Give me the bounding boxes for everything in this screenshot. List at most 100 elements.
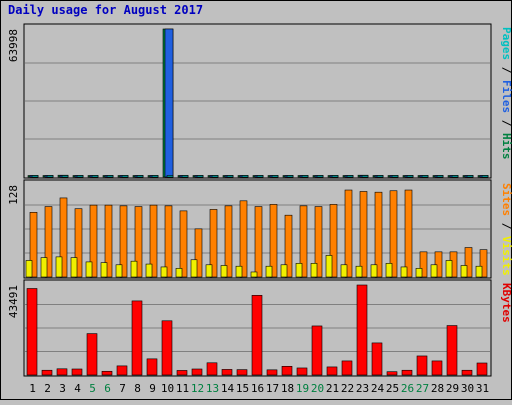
x-tick-label: 15 [236,382,249,395]
bar-kbytes [56,368,68,376]
bar-kbytes [311,325,323,376]
bar-visits [239,200,248,278]
bar-sites [175,268,183,278]
x-tick-label: 31 [476,382,489,395]
bar-visits [224,205,233,278]
bar-sites [295,263,303,278]
x-tick-label: 25 [386,382,399,395]
bar-pages [31,175,39,178]
x-tick-label: 27 [416,382,429,395]
bar-visits [74,208,83,278]
bar-pages [256,175,264,178]
bar-kbytes [41,369,53,376]
bar-visits [59,197,68,278]
bar-visits [299,205,308,278]
bar-kbytes [341,360,353,376]
x-tick-label: 11 [176,382,189,395]
bar-kbytes [191,368,203,376]
bar-visits [134,206,143,278]
bar-kbytes [326,366,338,376]
bar-pages [331,175,339,178]
x-tick-label: 12 [191,382,204,395]
bar-kbytes [71,368,83,376]
bar-sites [70,257,78,278]
bar-sites [385,263,393,278]
bar-pages [406,175,414,178]
bar-pages [106,175,114,178]
bar-kbytes [476,362,488,376]
x-tick-label: 13 [206,382,219,395]
bar-sites [55,256,63,278]
bar-kbytes [221,369,233,376]
bar-kbytes [176,370,188,376]
legend-entry: Visits [500,236,512,276]
legend-entry: / [500,60,512,80]
x-tick-label: 9 [149,382,156,395]
bar-pages [76,175,84,178]
legend-entry: / [500,113,512,133]
bar-visits [194,228,203,278]
bar-kbytes [26,288,38,376]
bar-visits [404,189,413,278]
bar-kbytes [86,333,98,376]
bar-sites [310,263,318,278]
x-tick-label: 10 [161,382,174,395]
bar-visits [464,247,473,278]
series-legend: Sites / Visits [500,183,512,276]
bar-sites [445,260,453,278]
bar-sites [325,255,333,278]
bar-sites [25,260,33,278]
legend-entry: Files [500,80,512,113]
bar-visits [344,189,353,278]
bar-visits [434,251,443,278]
bar-pages [391,175,399,178]
y-max-label: 63998 [7,29,20,62]
bar-pages [346,175,354,178]
bar-pages [151,175,159,178]
bar-pages [196,175,204,178]
bar-visits [314,206,323,278]
bar-kbytes [206,362,218,376]
bar-sites [190,259,198,278]
series-legend: KBytes [500,283,512,323]
bar-sites [235,265,243,278]
bar-kbytes [161,320,173,376]
bar-visits [119,205,128,278]
bar-sites [355,265,363,278]
bar-pages [481,175,489,178]
bar-visits [179,210,188,278]
x-tick-label: 21 [326,382,339,395]
bar-pages [436,175,444,178]
bar-kbytes [236,369,248,376]
bar-pages [301,175,309,178]
bar-visits [164,205,173,278]
bar-sites [130,260,138,278]
x-tick-label: 26 [401,382,414,395]
bar-sites [400,266,408,278]
bar-sites [100,262,108,278]
bar-kbytes [461,369,473,376]
bar-visits [479,249,488,278]
bar-visits [269,204,278,278]
bar-pages [211,175,219,178]
bar-kbytes [251,295,263,376]
bar-pages [286,175,294,178]
bar-kbytes [131,300,143,376]
bar-sites [430,264,438,278]
x-tick-label: 29 [446,382,459,395]
bar-pages [376,175,384,178]
bar-kbytes [356,284,368,376]
bar-pages [421,175,429,178]
x-tick-label: 7 [119,382,126,395]
legend-entry: Hits [500,133,512,160]
bar-pages [136,175,144,178]
bar-pages [46,175,54,178]
bar-sites [220,265,228,278]
bar-visits [329,204,338,278]
bar-kbytes [101,370,113,376]
bar-pages [166,175,174,178]
bar-visits [209,209,218,278]
bar-sites [85,261,93,278]
bar-kbytes [401,369,413,376]
